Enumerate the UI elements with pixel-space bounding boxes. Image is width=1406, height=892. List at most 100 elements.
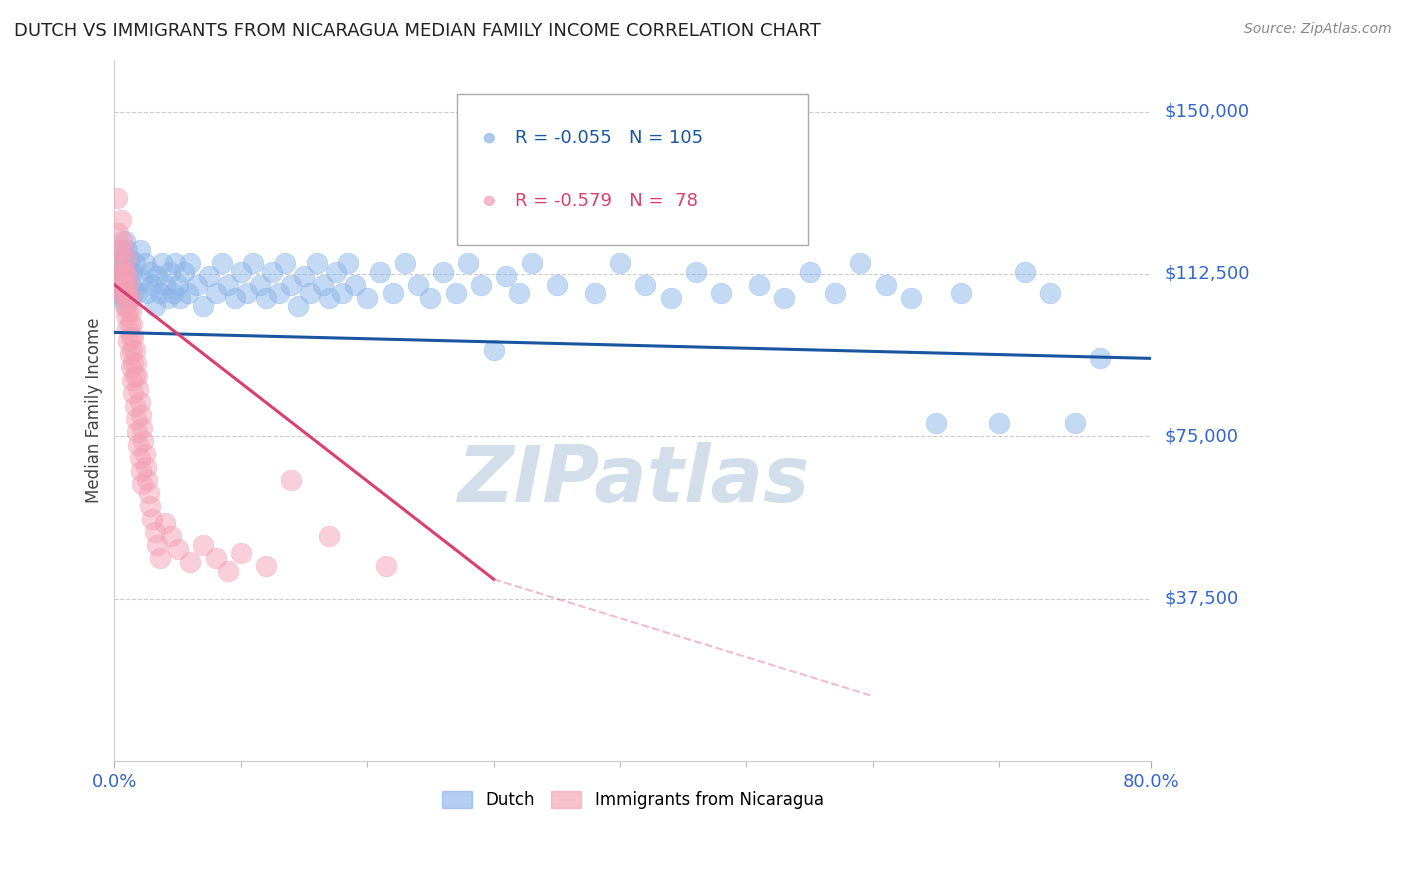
Point xyxy=(111,277,134,292)
Point xyxy=(112,243,135,257)
Point xyxy=(114,300,136,314)
Point xyxy=(124,368,146,383)
Point xyxy=(824,286,846,301)
Point xyxy=(287,300,309,314)
Point xyxy=(122,386,145,401)
Point xyxy=(143,300,166,314)
Point xyxy=(146,269,169,284)
Point xyxy=(121,317,143,331)
Point xyxy=(470,277,492,292)
Point xyxy=(117,265,139,279)
Point xyxy=(166,277,188,292)
Point xyxy=(254,291,277,305)
Point xyxy=(128,450,150,465)
Point xyxy=(546,277,568,292)
Point xyxy=(131,477,153,491)
Point xyxy=(141,511,163,525)
Point xyxy=(120,329,142,343)
Point xyxy=(229,546,252,560)
Point xyxy=(236,286,259,301)
Point xyxy=(299,286,322,301)
Point xyxy=(406,277,429,292)
Point xyxy=(153,516,176,530)
Point xyxy=(166,541,188,556)
Point xyxy=(112,291,135,305)
Point xyxy=(262,265,284,279)
Point xyxy=(114,256,136,270)
Point xyxy=(127,382,149,396)
Point xyxy=(875,277,897,292)
Point xyxy=(229,265,252,279)
Point xyxy=(312,277,335,292)
Point xyxy=(381,286,404,301)
Point xyxy=(191,538,214,552)
Point xyxy=(249,277,271,292)
Point xyxy=(950,286,973,301)
Point xyxy=(127,425,149,439)
Point xyxy=(659,291,682,305)
Point xyxy=(1064,417,1087,431)
Point xyxy=(115,243,138,257)
Point xyxy=(125,412,148,426)
Point xyxy=(609,256,631,270)
Point xyxy=(115,277,138,292)
Point xyxy=(280,473,302,487)
Point xyxy=(138,485,160,500)
Point xyxy=(900,291,922,305)
Point xyxy=(685,265,707,279)
Point xyxy=(112,286,135,301)
Point xyxy=(1039,286,1062,301)
Y-axis label: Median Family Income: Median Family Income xyxy=(86,318,103,503)
Point xyxy=(121,343,143,357)
Point xyxy=(318,291,340,305)
Point xyxy=(224,291,246,305)
Point xyxy=(254,559,277,574)
Point xyxy=(495,269,517,284)
Point xyxy=(115,291,138,305)
Point xyxy=(117,303,139,318)
Point xyxy=(128,394,150,409)
Point xyxy=(112,265,135,279)
Point xyxy=(111,277,134,292)
Point xyxy=(136,473,159,487)
Point xyxy=(583,286,606,301)
Point xyxy=(124,343,146,357)
Point xyxy=(129,464,152,478)
Text: ZIPatlas: ZIPatlas xyxy=(457,442,808,518)
Point xyxy=(1014,265,1036,279)
Point xyxy=(186,277,208,292)
Point xyxy=(115,321,138,335)
Text: $112,500: $112,500 xyxy=(1166,265,1250,283)
Point xyxy=(127,286,149,301)
Point xyxy=(118,347,141,361)
Point xyxy=(394,256,416,270)
Point xyxy=(634,277,657,292)
Point xyxy=(179,555,201,569)
Point xyxy=(110,286,132,301)
Point xyxy=(118,317,141,331)
Point xyxy=(114,308,136,322)
Text: DUTCH VS IMMIGRANTS FROM NICARAGUA MEDIAN FAMILY INCOME CORRELATION CHART: DUTCH VS IMMIGRANTS FROM NICARAGUA MEDIA… xyxy=(14,22,821,40)
Text: $150,000: $150,000 xyxy=(1166,103,1250,120)
Point xyxy=(124,399,146,413)
Point xyxy=(156,291,179,305)
Point xyxy=(925,417,948,431)
Point xyxy=(457,256,479,270)
Point xyxy=(111,235,134,249)
Point xyxy=(110,212,132,227)
Point xyxy=(108,243,131,257)
Point xyxy=(129,408,152,422)
Point xyxy=(217,564,239,578)
Point xyxy=(112,265,135,279)
Point xyxy=(115,269,138,284)
Point xyxy=(110,243,132,257)
Point xyxy=(204,286,226,301)
Point xyxy=(169,291,191,305)
Point xyxy=(177,286,200,301)
Point xyxy=(325,265,347,279)
Point xyxy=(108,256,131,270)
Point xyxy=(735,156,758,170)
Point xyxy=(198,269,221,284)
Point xyxy=(117,334,139,348)
Point xyxy=(508,286,530,301)
